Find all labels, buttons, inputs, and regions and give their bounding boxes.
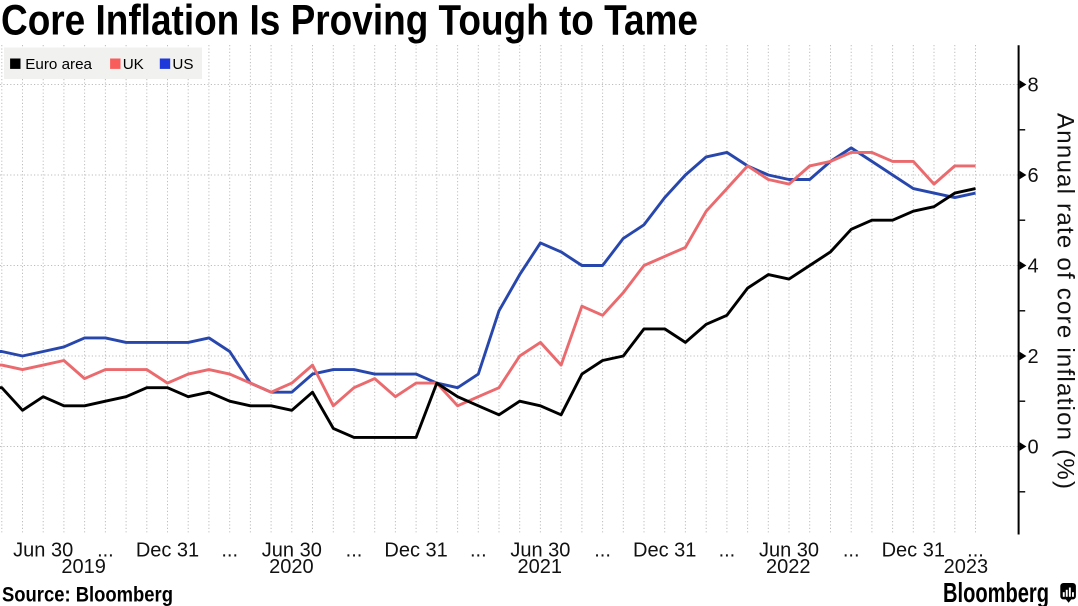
svg-text:Dec 31: Dec 31 <box>882 540 945 562</box>
svg-text:...: ... <box>221 540 238 562</box>
svg-text:2019: 2019 <box>61 556 106 578</box>
svg-text:...: ... <box>470 540 487 562</box>
svg-text:Dec 31: Dec 31 <box>633 540 696 562</box>
svg-text:Euro area: Euro area <box>25 56 92 73</box>
svg-text:Bloomberg: Bloomberg <box>943 577 1049 606</box>
svg-text:0: 0 <box>1028 437 1039 459</box>
svg-text:UK: UK <box>123 56 144 73</box>
svg-text:2022: 2022 <box>766 556 811 578</box>
svg-text:Annual rate of core inflation: Annual rate of core inflation (%) <box>1052 113 1078 489</box>
svg-text:Core Inflation Is Proving Toug: Core Inflation Is Proving Tough to Tame <box>1 0 698 45</box>
svg-text:2021: 2021 <box>518 556 563 578</box>
svg-text:Jun 30: Jun 30 <box>13 540 73 562</box>
svg-text:4: 4 <box>1028 256 1039 278</box>
svg-text:...: ... <box>594 540 611 562</box>
svg-text:Dec 31: Dec 31 <box>136 540 199 562</box>
svg-text:...: ... <box>967 540 984 562</box>
svg-text:US: US <box>172 56 193 73</box>
svg-text:...: ... <box>97 540 114 562</box>
svg-text:2023: 2023 <box>944 556 989 578</box>
svg-text:...: ... <box>719 540 736 562</box>
svg-text:Source: Bloomberg: Source: Bloomberg <box>2 584 173 606</box>
svg-text:...: ... <box>346 540 363 562</box>
svg-text:6: 6 <box>1028 165 1039 187</box>
svg-text:Jun 30: Jun 30 <box>262 540 322 562</box>
svg-text:Dec 31: Dec 31 <box>384 540 447 562</box>
svg-text:Jun 30: Jun 30 <box>510 540 570 562</box>
svg-text:2020: 2020 <box>269 556 314 578</box>
svg-text:...: ... <box>843 540 860 562</box>
svg-text:8: 8 <box>1028 75 1039 97</box>
svg-text:Jun 30: Jun 30 <box>759 540 819 562</box>
svg-text:2: 2 <box>1028 346 1039 368</box>
